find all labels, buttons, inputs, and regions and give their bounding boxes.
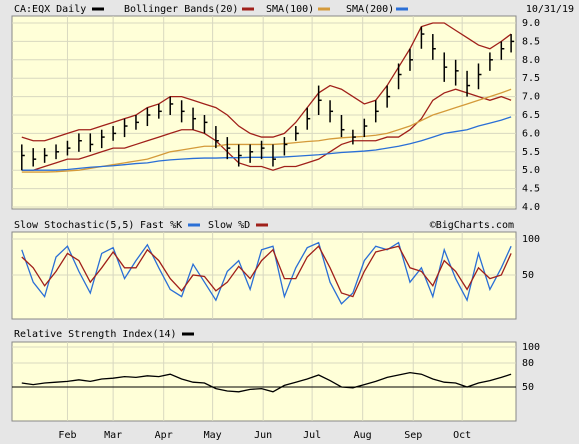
y-tick-label: 4.0 xyxy=(522,202,540,213)
y-tick-label: 7.0 xyxy=(522,92,540,103)
rsi-panel xyxy=(11,341,517,422)
y-tick-label: 50 xyxy=(522,270,534,281)
x-tick-label: Sep xyxy=(404,430,422,441)
price-panel xyxy=(11,15,517,210)
y-tick-label: 100 xyxy=(522,234,540,245)
x-tick-label: Jun xyxy=(254,430,272,441)
bollinger-upper xyxy=(21,22,512,142)
indicator-line xyxy=(21,245,512,298)
x-tick-label: Aug xyxy=(354,430,372,441)
y-tick-label: 8.5 xyxy=(522,36,540,47)
sma-line xyxy=(21,116,512,171)
y-tick-label: 50 xyxy=(522,382,534,393)
x-tick-label: Oct xyxy=(453,430,471,441)
y-tick-label: 5.0 xyxy=(522,165,540,176)
indicator-line xyxy=(21,241,512,305)
price-title: CA:EQX Daily xyxy=(14,4,86,15)
x-tick-label: Mar xyxy=(104,430,122,441)
y-tick-label: 80 xyxy=(522,358,534,369)
y-tick-label: 7.5 xyxy=(522,73,540,84)
indicator-line xyxy=(21,371,512,393)
legend-label: SMA(200) xyxy=(346,4,394,15)
stochastic-title: Slow Stochastic(5,5) xyxy=(14,220,134,231)
y-tick-label: 6.5 xyxy=(522,110,540,121)
y-tick-label: 9.0 xyxy=(522,18,540,29)
y-tick-label: 100 xyxy=(522,342,540,353)
bollinger-lower xyxy=(21,88,512,171)
date-label: 10/31/19 xyxy=(526,4,574,15)
legend-label: Fast %K xyxy=(140,220,182,231)
y-tick-label: 6.0 xyxy=(522,128,540,139)
y-tick-label: 5.5 xyxy=(522,147,540,158)
x-tick-label: Feb xyxy=(58,430,76,441)
y-tick-label: 8.0 xyxy=(522,55,540,66)
legend-label: Slow %D xyxy=(208,220,250,231)
x-tick-label: Jul xyxy=(303,430,321,441)
legend-label: SMA(100) xyxy=(266,4,314,15)
credit: ©BigCharts.com xyxy=(430,220,514,231)
y-tick-label: 4.5 xyxy=(522,184,540,195)
x-tick-label: May xyxy=(204,430,222,441)
rsi-title: Relative Strength Index(14) xyxy=(14,329,177,340)
legend-label: Bollinger Bands(20) xyxy=(124,4,238,15)
x-tick-label: Apr xyxy=(155,430,173,441)
